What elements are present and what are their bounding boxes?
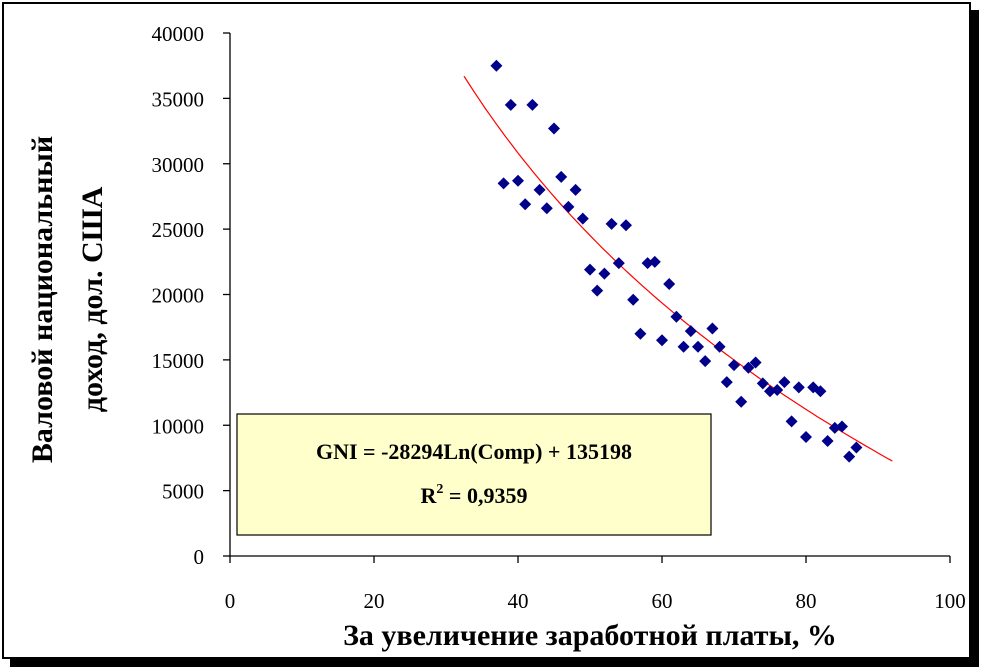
data-point xyxy=(533,183,546,196)
data-point xyxy=(584,263,596,276)
x-tick-label: 100 xyxy=(934,589,966,613)
y-tick-labels: 0 5000 10000 15000 20000 25000 30000 35000 40000 xyxy=(152,22,230,569)
data-point xyxy=(627,293,640,306)
equation-line: GNI = -28294Ln(Comp) + 135198 xyxy=(316,439,632,464)
frame-shadow-right xyxy=(971,10,979,663)
y-tick-label: 15000 xyxy=(152,349,205,373)
data-point xyxy=(720,376,733,389)
x-tick-label: 40 xyxy=(508,589,529,613)
data-point xyxy=(569,183,582,196)
data-point xyxy=(728,359,740,372)
data-point xyxy=(620,219,632,232)
y-axis-title: Валовой национальный xyxy=(26,136,59,463)
y-axis-title-2: доход, дол. США xyxy=(76,186,109,412)
y-tick-label: 30000 xyxy=(152,153,205,177)
y-tick-label: 20000 xyxy=(152,284,205,308)
data-point xyxy=(648,255,661,268)
data-point xyxy=(504,98,517,111)
data-point xyxy=(519,198,532,211)
data-point xyxy=(792,381,805,394)
data-points xyxy=(490,59,863,463)
frame-shadow-bottom xyxy=(10,659,979,667)
x-tick-labels: 0 20 40 60 80 100 xyxy=(225,556,966,613)
x-tick-label: 0 xyxy=(225,589,236,613)
data-point xyxy=(591,284,604,297)
data-point xyxy=(663,278,676,291)
y-tick-label: 0 xyxy=(194,545,205,569)
chart-frame xyxy=(2,2,971,659)
data-point xyxy=(526,98,539,111)
x-tick-label: 60 xyxy=(652,589,673,613)
data-point xyxy=(540,202,553,215)
data-point xyxy=(843,450,856,463)
data-point xyxy=(548,122,560,135)
data-point xyxy=(692,340,704,353)
data-point xyxy=(576,212,589,225)
data-point xyxy=(656,334,668,347)
data-point xyxy=(706,322,719,335)
data-point xyxy=(742,361,755,374)
data-point xyxy=(670,310,683,323)
data-point xyxy=(612,257,625,270)
data-point xyxy=(605,217,618,230)
data-point xyxy=(713,340,726,353)
r-squared-line: R2 = 0,9359 xyxy=(421,482,528,508)
data-point xyxy=(771,383,784,396)
data-point xyxy=(562,200,575,213)
y-tick-label: 5000 xyxy=(162,480,204,504)
x-tick-label: 80 xyxy=(796,589,817,613)
data-point xyxy=(634,327,647,340)
data-point xyxy=(677,340,690,353)
y-tick-label: 35000 xyxy=(152,87,205,111)
r-squared-value: = 0,9359 xyxy=(443,483,527,508)
data-point xyxy=(684,325,697,338)
y-tick-label: 10000 xyxy=(152,414,205,438)
data-point xyxy=(756,377,769,390)
data-point xyxy=(699,355,712,368)
data-point xyxy=(490,59,503,72)
data-point xyxy=(778,376,791,389)
x-axis-title: За увеличение заработной платы, % xyxy=(343,619,837,652)
r-squared-r: R xyxy=(421,483,438,508)
data-point xyxy=(497,177,510,190)
data-point xyxy=(821,434,834,447)
data-point xyxy=(850,441,863,454)
data-point xyxy=(735,395,748,408)
y-axis-title-line-2: доход, дол. США xyxy=(76,186,109,412)
data-point xyxy=(814,385,827,398)
data-point xyxy=(555,170,568,183)
trendline xyxy=(463,75,893,462)
data-point xyxy=(785,415,798,428)
data-point xyxy=(512,174,524,187)
data-point xyxy=(800,431,812,444)
equation-box-background xyxy=(236,413,712,536)
data-point xyxy=(749,356,762,369)
y-tick-label: 40000 xyxy=(152,22,205,46)
r-squared-superscript: 2 xyxy=(436,482,443,497)
y-axis-title-line-1: Валовой национальный xyxy=(26,136,59,463)
data-point xyxy=(598,267,611,280)
data-point xyxy=(836,420,848,433)
equation-box: GNI = -28294Ln(Comp) + 135198 R2 = 0,935… xyxy=(236,413,712,536)
y-tick-label: 25000 xyxy=(152,218,205,242)
x-tick-label: 20 xyxy=(364,589,385,613)
